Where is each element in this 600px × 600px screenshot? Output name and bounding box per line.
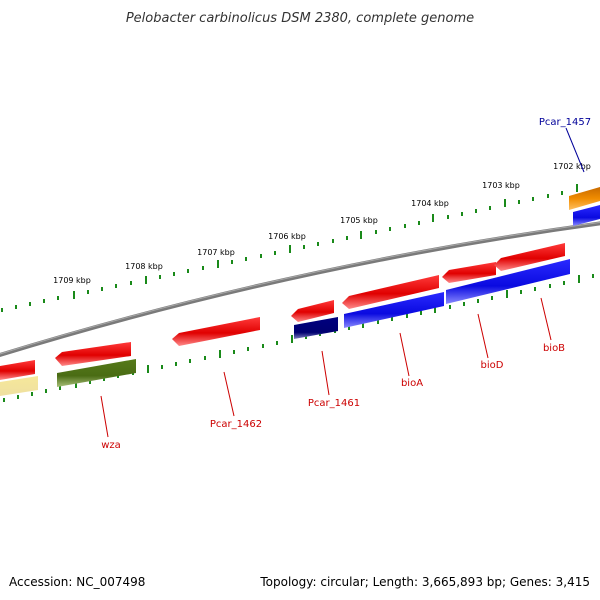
gene-feature-blue[interactable] [344, 292, 444, 328]
gene-feature-wza[interactable] [57, 359, 136, 387]
gene-feature[interactable] [55, 342, 131, 366]
gene-feature-blue[interactable] [446, 259, 570, 304]
scale-label-1704: 1704 kbp [411, 199, 449, 208]
gene-feature[interactable] [0, 360, 35, 380]
gene-label-pcar-1461[interactable]: Pcar_1461 [308, 398, 360, 409]
gene-feature-yellow[interactable] [0, 376, 38, 396]
scale-label-1705: 1705 kbp [340, 216, 378, 225]
scale-ticks-lower [3, 274, 594, 402]
gene-label-wza[interactable]: wza [101, 440, 121, 451]
genome-backbone-highlight [0, 221, 600, 355]
scale-label-1707: 1707 kbp [197, 248, 235, 257]
scale-label-1702: 1702 kbp [553, 162, 591, 171]
gene-track-red [0, 243, 565, 380]
scale-label-1703: 1703 kbp [482, 181, 520, 190]
scale-label-1706: 1706 kbp [268, 232, 306, 241]
gene-feature-navy[interactable] [294, 317, 338, 339]
gene-feature-pcar-1462[interactable] [172, 317, 260, 346]
label-leaders [100, 127, 585, 438]
scale-labels: 1702 kbp 1703 kbp 1704 kbp 1705 kbp 1706… [53, 162, 591, 285]
gene-feature-pcar-1457[interactable] [569, 187, 600, 210]
genome-backbone [0, 221, 600, 358]
gene-label-bioA[interactable]: bioA [401, 378, 423, 389]
gene-feature-bioB[interactable] [494, 243, 565, 271]
gene-label-pcar-1462[interactable]: Pcar_1462 [210, 419, 262, 430]
gene-labels: Pcar_1457 wza Pcar_1462 Pcar_1461 bioA b… [101, 117, 591, 451]
scale-label-1709: 1709 kbp [53, 276, 91, 285]
footer-summary: Topology: circular; Length: 3,665,893 bp… [259, 575, 590, 589]
map-title: Pelobacter carbinolicus DSM 2380, comple… [126, 11, 474, 26]
gene-feature-bioA[interactable] [342, 275, 439, 309]
gene-track-lower [0, 205, 600, 396]
gene-label-bioD[interactable]: bioD [481, 360, 504, 371]
gene-label-pcar-1457[interactable]: Pcar_1457 [539, 117, 591, 128]
gene-label-bioB[interactable]: bioB [543, 343, 565, 354]
scale-label-1708: 1708 kbp [125, 262, 163, 271]
footer-accession: Accession: NC_007498 [9, 575, 145, 589]
gene-feature-pcar-1461[interactable] [291, 300, 334, 322]
gene-feature-blue-edge[interactable] [573, 205, 600, 226]
scale-ticks-upper [1, 184, 578, 312]
gene-feature-bioD[interactable] [442, 262, 496, 283]
